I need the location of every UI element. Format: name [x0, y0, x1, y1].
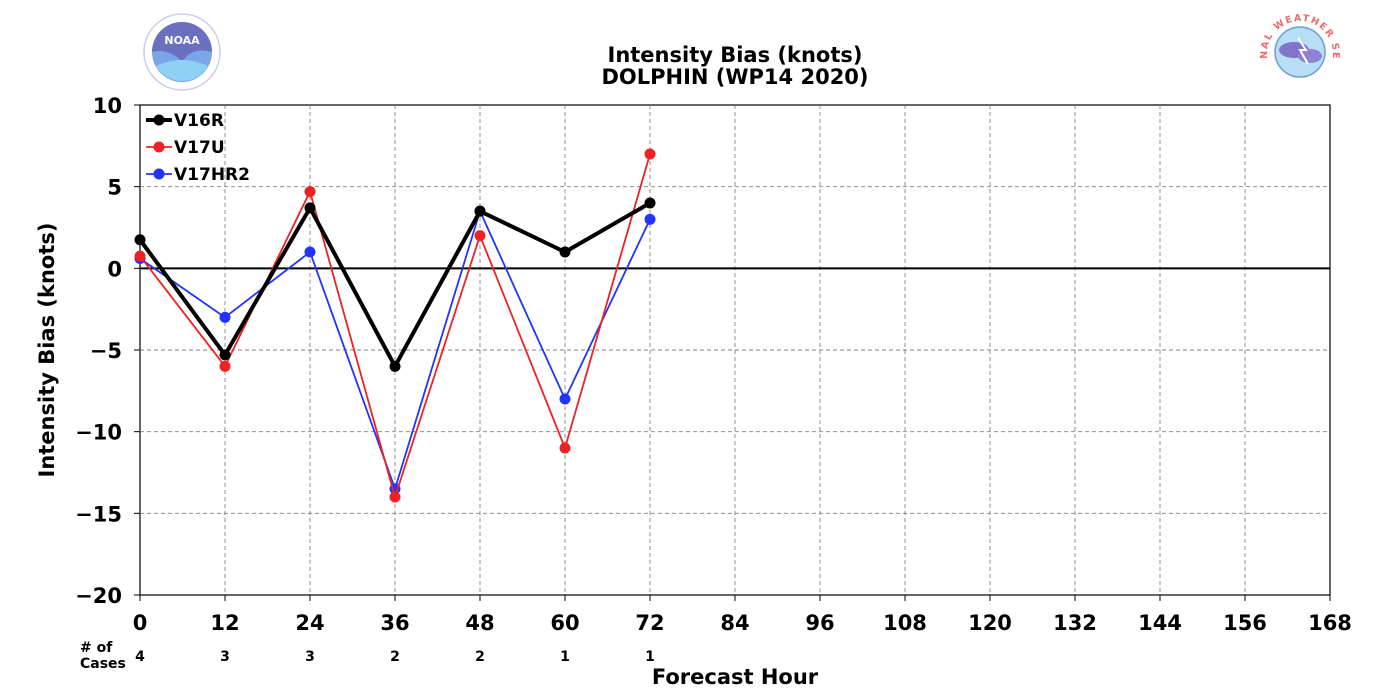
x-tick-label: 36: [380, 611, 409, 635]
data-point-v17u: [389, 491, 401, 503]
y-tick-label: −5: [90, 339, 122, 363]
y-tick-label: 0: [107, 257, 122, 281]
data-point-v17hr2: [219, 311, 231, 323]
y-tick-label: −10: [75, 421, 122, 445]
legend-swatch-marker: [153, 168, 165, 180]
case-count: 3: [305, 649, 315, 665]
y-tick-label: −20: [75, 584, 122, 608]
cases-label-line2: Cases: [80, 656, 126, 672]
x-tick-label: 24: [295, 611, 324, 635]
legend-label: V17HR2: [174, 165, 250, 185]
noaa-logo: NOAA: [143, 13, 221, 91]
data-point-v16r: [559, 246, 571, 258]
x-tick-label: 156: [1223, 611, 1267, 635]
x-tick-label: 144: [1138, 611, 1182, 635]
data-point-v16r: [134, 234, 146, 246]
case-count: 4: [135, 649, 145, 665]
legend-swatch-marker: [153, 114, 165, 126]
legend-swatch-marker: [153, 141, 165, 153]
x-tick-label: 72: [635, 611, 664, 635]
y-tick-label: 10: [93, 94, 122, 118]
x-tick-label: 84: [720, 611, 749, 635]
x-tick-label: 132: [1053, 611, 1097, 635]
case-count: 2: [475, 649, 485, 665]
data-point-v17u: [644, 148, 656, 160]
cases-label-line1: # of: [80, 640, 113, 656]
data-point-v17u: [219, 360, 231, 372]
y-tick-label: 5: [107, 176, 122, 200]
x-tick-label: 12: [210, 611, 239, 635]
data-point-v16r: [474, 205, 486, 217]
data-point-v17hr2: [304, 246, 316, 258]
data-point-v17u: [304, 186, 316, 198]
data-point-v17u: [134, 250, 146, 262]
x-tick-label: 120: [968, 611, 1012, 635]
y-axis-label: Intensity Bias (knots): [35, 223, 59, 478]
legend-label: V16R: [174, 111, 224, 131]
case-count: 1: [560, 649, 570, 665]
chart-title: Intensity Bias (knots): [608, 43, 863, 67]
case-count: 3: [220, 649, 230, 665]
chart-subtitle: DOLPHIN (WP14 2020): [601, 65, 868, 89]
x-tick-label: 60: [550, 611, 579, 635]
legend: V16R V17U V17HR2: [146, 111, 250, 185]
x-ticks: 0 12 24 36 48 60 72 84 96 108 120 132 144 156 168: [133, 595, 1352, 635]
y-ticks: 10 5 0 −5 −10 −15 −20: [75, 94, 140, 608]
data-point-v17hr2: [559, 393, 571, 405]
data-point-v16r: [304, 202, 316, 214]
x-tick-label: 108: [883, 611, 927, 635]
noaa-logo-text: NOAA: [164, 34, 200, 47]
data-point-v17u: [559, 442, 571, 454]
x-tick-label: 0: [133, 611, 148, 635]
case-count: 1: [645, 649, 655, 665]
x-tick-label: 48: [465, 611, 494, 635]
case-count: 2: [390, 649, 400, 665]
y-tick-label: −15: [75, 502, 122, 526]
x-tick-label: 168: [1308, 611, 1352, 635]
data-point-v17hr2: [644, 213, 656, 225]
data-point-v16r: [389, 360, 401, 372]
x-axis-label: Forecast Hour: [652, 665, 819, 689]
series-layer: [134, 148, 656, 503]
legend-label: V17U: [174, 138, 225, 158]
cases-row: 4 3 3 2 2 1 1: [135, 649, 655, 665]
data-point-v17u: [474, 230, 486, 242]
x-tick-label: 96: [805, 611, 834, 635]
data-point-v16r: [644, 197, 656, 209]
data-point-v16r: [219, 349, 231, 361]
nws-logo: NATIONAL WEATHER SERVICE: [1259, 13, 1340, 89]
